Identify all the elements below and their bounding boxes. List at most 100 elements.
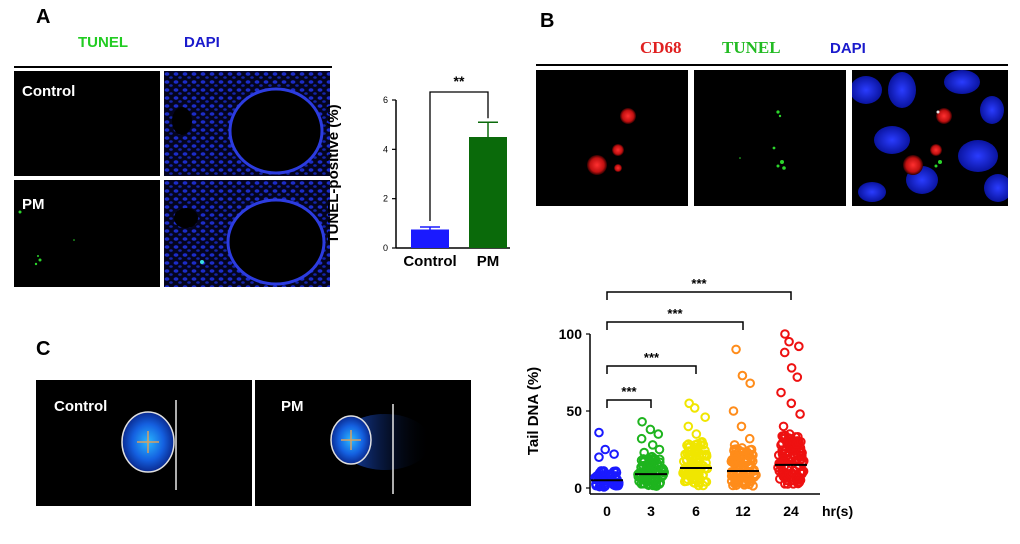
scatter-x-tick-label: 0	[603, 503, 611, 519]
tunel-b-image	[694, 70, 846, 206]
scatter-point	[786, 398, 797, 409]
pm-tunel-image: PM	[14, 180, 160, 287]
scatter-point	[795, 409, 805, 419]
scatter-point	[731, 344, 741, 355]
comet-control-image: Control	[36, 380, 252, 506]
scatter-point	[744, 433, 755, 444]
scatter-point	[729, 440, 740, 450]
scatter-group-6	[678, 398, 713, 491]
scatter-significance-label: ***	[621, 384, 637, 399]
scatter-point	[657, 463, 668, 474]
scatter-y-axis-label: Tail DNA (%)	[525, 367, 542, 455]
control-row-label: Control	[22, 83, 76, 100]
scatter-group-3	[633, 416, 669, 491]
scatter-point	[683, 421, 694, 432]
scatter-point	[637, 416, 647, 427]
scatter-y-tick-label: 0	[574, 480, 582, 496]
scatter-point	[774, 458, 784, 469]
scatter-point	[736, 421, 747, 432]
bar-y-tick-label: 0	[383, 243, 388, 253]
scatter-point	[594, 452, 604, 462]
scatter-point	[784, 336, 794, 347]
bar-y-axis-label: TUNEL-positive (%)	[325, 104, 342, 243]
scatter-point	[786, 363, 797, 373]
comet-control-label: Control	[54, 398, 108, 415]
pm-row-label: PM	[22, 196, 45, 213]
comet-pm-drawing	[330, 404, 431, 494]
scatter-point	[745, 378, 755, 389]
scatter-point	[728, 406, 739, 416]
merge-b-signal	[852, 70, 1008, 202]
control-dapi-image	[164, 71, 330, 176]
tail-dna-scatter-chart: 0 50 100 Tail DNA (%) 0 3 6 12 24 hr(s) *** *** *** *…	[525, 278, 853, 519]
tunel-b-signal	[739, 110, 786, 170]
scatter-x-axis-label: hr(s)	[822, 503, 853, 519]
panel-a-rule	[14, 66, 332, 68]
panel-b-rule	[536, 64, 1008, 66]
scatter-point	[776, 387, 786, 398]
cd68-signal	[587, 108, 636, 175]
scatter-point	[794, 341, 804, 352]
scatter-x-tick-label: 3	[647, 503, 655, 519]
scatter-significance-label: ***	[667, 306, 683, 321]
pm-tunel-signal	[18, 210, 75, 266]
bar-y-tick-label: 6	[383, 95, 388, 105]
scatter-point	[744, 451, 755, 461]
scatter-point	[726, 471, 737, 481]
pm-dapi-image	[164, 180, 330, 287]
scatter-point	[792, 372, 803, 382]
scatter-point	[701, 477, 712, 487]
bar-x-tick-label: PM	[477, 253, 500, 270]
scatter-x-tick-label: 6	[692, 503, 700, 519]
scatter-point	[639, 478, 650, 489]
scatter-point	[700, 412, 710, 422]
scatter-point	[689, 403, 700, 413]
scatter-point	[654, 454, 665, 465]
control-dapi-texture	[164, 71, 330, 176]
bar-y-tick-label: 2	[383, 194, 388, 204]
control-tunel-image: Control	[14, 71, 160, 176]
pm-dapi-texture	[164, 180, 330, 287]
scatter-point	[654, 444, 665, 455]
panel-c-letter: C	[36, 338, 51, 360]
scatter-point	[647, 440, 658, 450]
bar-significance-label: **	[454, 73, 465, 89]
scatter-significance-bracket	[606, 321, 744, 330]
cd68-image	[536, 70, 688, 206]
tunel-bar-chart: 0 2 4 6 TUNEL-positive (%) Control PM **	[325, 73, 510, 270]
scatter-point	[737, 370, 748, 381]
scatter-point	[684, 398, 694, 409]
bar-x-tick-label: Control	[403, 253, 456, 270]
scatter-point	[797, 451, 807, 461]
scatter-point	[779, 347, 790, 358]
scatter-point	[796, 437, 806, 447]
scatter-significance-bracket	[606, 399, 652, 408]
scatter-significance-label: ***	[691, 278, 707, 291]
comet-pm-label: PM	[281, 398, 304, 415]
scatter-point	[749, 465, 759, 475]
scatter-group-0	[590, 427, 624, 492]
scatter-point	[594, 427, 604, 438]
scatter-point	[796, 447, 807, 458]
comet-control-drawing	[121, 400, 177, 490]
scatter-y-tick-label: 100	[559, 326, 583, 342]
scatter-y-tick-label: 50	[566, 403, 582, 419]
scatter-point	[594, 467, 605, 478]
scatter-point	[678, 456, 689, 467]
comet-pm-image: PM	[255, 380, 471, 506]
scatter-point	[780, 329, 790, 339]
scatter-x-tick-label: 24	[783, 503, 799, 519]
panel-b-tunel-label: TUNEL	[722, 38, 781, 57]
scatter-point	[609, 449, 619, 459]
scatter-point	[600, 444, 611, 455]
scatter-point	[795, 467, 806, 477]
scatter-significance-bracket	[606, 365, 697, 374]
bar-control	[411, 229, 449, 248]
bar-pm	[469, 137, 507, 248]
scatter-x-tick-label: 12	[735, 503, 751, 519]
scatter-group-12	[726, 344, 761, 491]
scatter-point	[591, 480, 601, 491]
scatter-point	[777, 445, 788, 455]
scatter-point	[644, 457, 654, 467]
panel-b-cd68-label: CD68	[640, 38, 682, 57]
